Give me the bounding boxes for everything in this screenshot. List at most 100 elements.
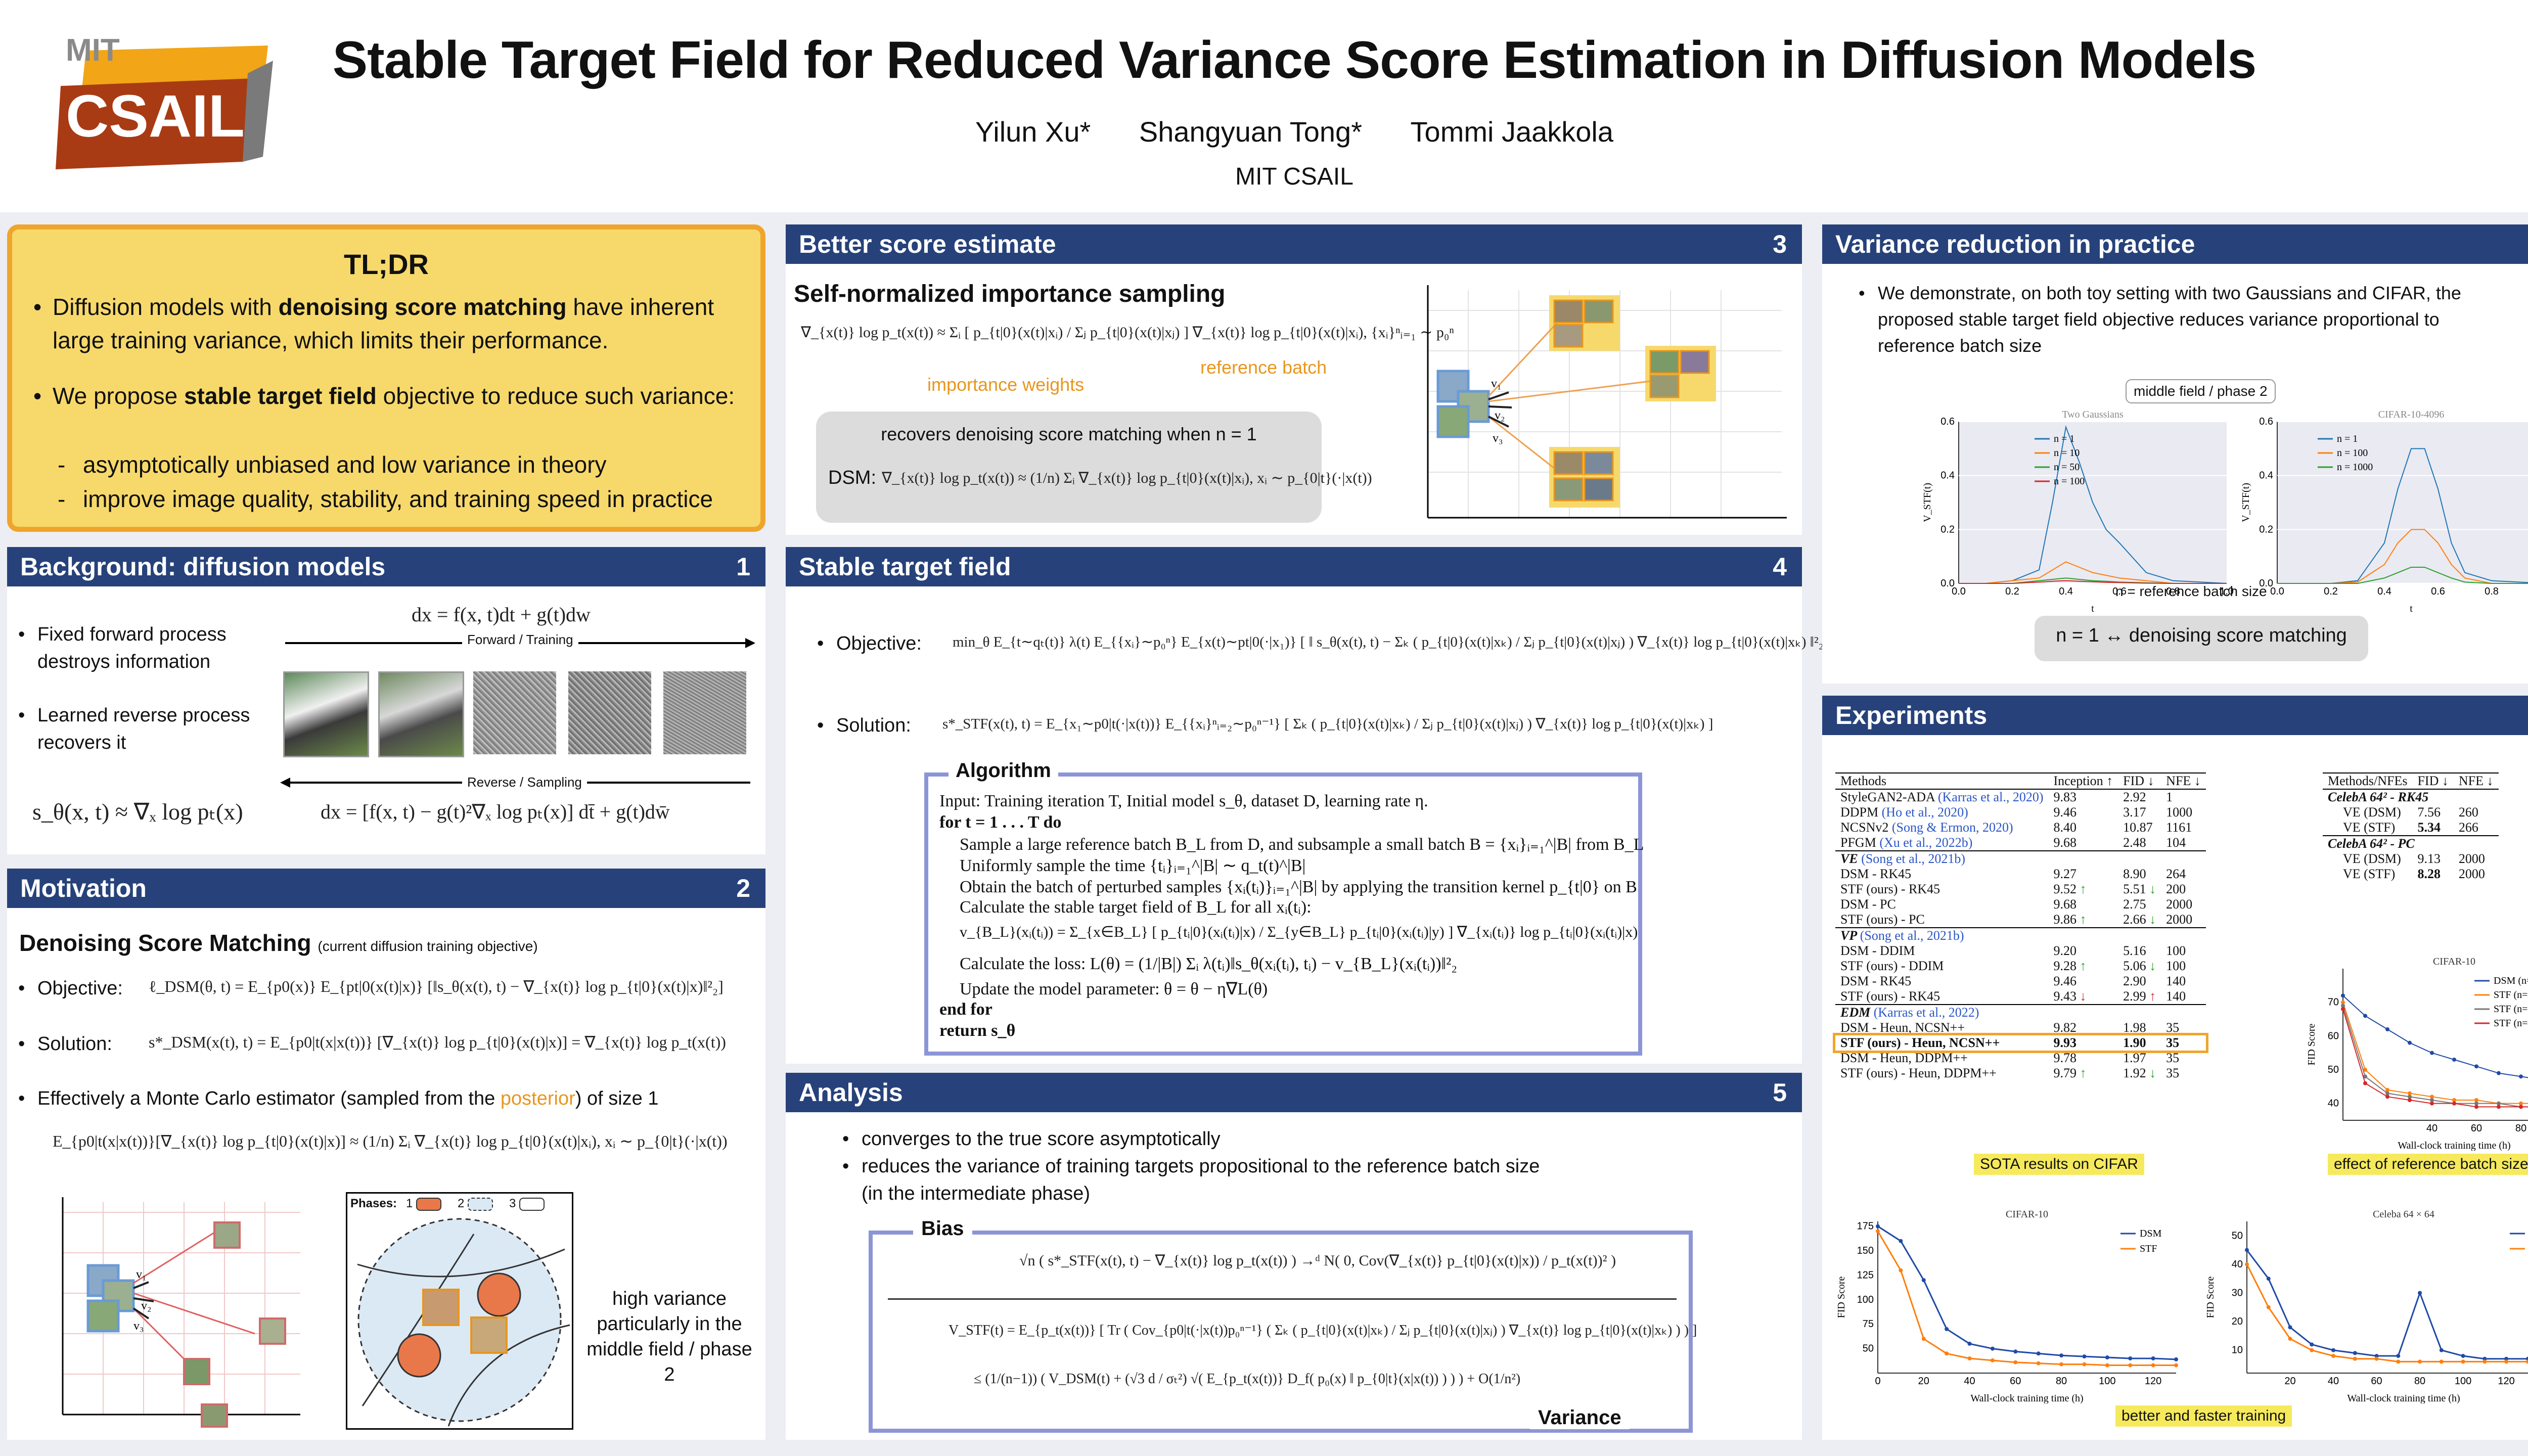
data-point — [2082, 1354, 2087, 1359]
panel-background: Background: diffusion models 1 Fixed forw… — [7, 547, 765, 854]
data-point — [2519, 1101, 2523, 1106]
analysis-bullet-2: reduces the variance of training targets… — [842, 1153, 1540, 1180]
data-point — [2482, 1359, 2487, 1364]
value-cell: 1.92 ↓ — [2123, 1066, 2156, 1080]
data-point — [2385, 1088, 2389, 1092]
tldr-b1-post: have inherent large training variance, w… — [53, 294, 714, 353]
author-3: Tommi Jaakkola — [1410, 116, 1614, 148]
value-cell: 35 — [2166, 1051, 2180, 1065]
y-tick-label: 175 — [1857, 1221, 1874, 1232]
table-row: STF (ours) - RK45 9.52 ↑ 5.51 ↓ 200 — [1835, 882, 2206, 897]
table-row: VE (STF) 8.28 2000 — [2323, 867, 2499, 882]
y-tick-label: 0.6 — [1940, 416, 1955, 427]
bias-eq: √n ( s*_STF(x(t), t) − ∇_{x(t)} log p_t(… — [1019, 1252, 1616, 1269]
panel-header: Variance reduction in practice6 — [1822, 224, 2528, 264]
x-tick-label: 20 — [1918, 1376, 1929, 1387]
tldr-bullet-1: Diffusion models with denoising score ma… — [33, 290, 750, 357]
panel-title: Variance reduction in practice — [1835, 230, 2195, 258]
snis-field-plot: v₁ v₂ v₃ — [1427, 285, 1787, 519]
value-cell: 1.97 — [2123, 1051, 2146, 1065]
value-cell: 1.98 — [2123, 1020, 2146, 1035]
data-point — [1990, 1358, 1995, 1362]
y-axis-label: FID Score — [1837, 1276, 1847, 1318]
y-tick-label: 50 — [1863, 1343, 1874, 1354]
data-point — [2408, 1040, 2412, 1045]
data-point — [2105, 1355, 2109, 1360]
algo-line-return: return s_θ — [939, 1021, 1016, 1040]
algo-line-update: Update the model parameter: θ = θ − η∇L(… — [960, 980, 1268, 998]
series-line — [1877, 1231, 2176, 1367]
data-point — [2439, 1359, 2444, 1364]
method-cell: StyleGAN2-ADA (Karras et al., 2020) — [1840, 790, 2044, 804]
phase-2-num: 2 — [458, 1197, 465, 1210]
tldr-bullet-2: We propose stable target field objective… — [33, 379, 750, 413]
panel-header: Motivation 2 — [7, 869, 765, 908]
vec-label-1: v₁ — [136, 1268, 146, 1281]
data-point — [2474, 1064, 2478, 1069]
table-row: DSM - PC 9.68 2.75 2000 — [1835, 897, 2206, 912]
table-header-row: Methods Inception ↑ FID ↓ NFE ↓ — [1835, 773, 2206, 789]
method-cell: DSM - Heun, DDPM++ — [1840, 1051, 1968, 1065]
y-tick-label: 70 — [2328, 997, 2339, 1008]
mc-estimator-eq: E_{p0|t(x|x(t))}[∇_{x(t)} log p_{t|0}(x(… — [53, 1132, 728, 1150]
data-point — [2341, 1000, 2345, 1005]
ref-batch-note: n = reference batch size — [2115, 583, 2267, 599]
celeba-table: Methods/NFEs FID ↓ NFE ↓ CelebA 64² - RK45 V… — [2323, 772, 2499, 882]
data-point — [2408, 1091, 2412, 1096]
value-cell: 2.66 ↓ — [2123, 912, 2156, 927]
value-cell: 9.68 — [2053, 897, 2076, 912]
data-point — [2408, 1098, 2412, 1102]
y-tick-label: 0.6 — [2259, 416, 2273, 427]
table-row: DSM - Heun, NCSN++ 9.82 1.98 35 — [1835, 1020, 2206, 1035]
value-cell: 2000 — [2166, 912, 2193, 927]
series-line — [1959, 561, 2227, 584]
legend-entry: STF (n=4096) — [2494, 1018, 2528, 1029]
x-tick-label: 80 — [2414, 1376, 2425, 1387]
data-point — [2331, 1348, 2336, 1352]
legend-entry: n = 50 — [2054, 462, 2080, 473]
data-point — [1945, 1327, 1949, 1331]
table-row: StyleGAN2-ADA (Karras et al., 2020) 9.83 2… — [1835, 789, 2206, 805]
x-tick-label: 80 — [2515, 1123, 2526, 1134]
x-tick-label: 60 — [2010, 1376, 2021, 1387]
data-point — [2128, 1356, 2133, 1360]
table-header-cell: FID ↓ — [2123, 774, 2154, 788]
table-row: STF (ours) - DDIM 9.28 ↑ 5.06 ↓ 100 — [1835, 959, 2206, 974]
x-tick-label: 40 — [2328, 1376, 2339, 1387]
svg-text:CSAIL: CSAIL — [66, 83, 245, 150]
bg-bullet-1: Fixed forward process destroys informati… — [18, 621, 260, 675]
panel-variance-reduction: Variance reduction in practice6 We demon… — [1822, 224, 2528, 684]
data-point — [1899, 1268, 1903, 1272]
group-name: VE — [1840, 851, 1862, 866]
panel-number: 3 — [1773, 230, 1787, 258]
data-point — [2396, 1354, 2401, 1358]
value-cell: 3.17 — [2123, 805, 2146, 820]
group-name: VP — [1840, 928, 1860, 943]
cat-image-clean — [283, 671, 369, 757]
y-tick-label: 0.0 — [1940, 578, 1955, 589]
value-cell: 2.92 — [2123, 790, 2146, 804]
group-citation: (Song et al., 2021b) — [1860, 928, 1964, 943]
table-row: PFGM (Xu et al., 2022b) 9.68 2.48 104 — [1835, 835, 2206, 851]
method-cell: STF (ours) - PC — [1840, 912, 1925, 927]
data-point — [1921, 1337, 1926, 1341]
value-cell: 9.79 ↑ — [2053, 1066, 2087, 1080]
data-point — [2418, 1359, 2422, 1364]
data-point — [2474, 1098, 2478, 1102]
method-cell: STF (ours) - RK45 — [1840, 882, 1940, 896]
method-cell: NCSNv2 (Song & Ermon, 2020) — [1840, 820, 2013, 835]
value-cell: VE (DSM) — [2343, 805, 2401, 820]
x-tick-label: 80 — [2056, 1376, 2067, 1387]
panel-number: 5 — [1773, 1078, 1787, 1107]
panel-header: Analysis 5 — [786, 1073, 1802, 1112]
data-point — [2497, 1105, 2501, 1109]
legend-entry: STF (n=128) — [2494, 989, 2528, 1000]
data-point — [1921, 1278, 1926, 1283]
eq-forward-sde: dx = f(x, t)dt + g(t)dw — [412, 603, 591, 626]
chart-title: Two Gaussians — [2062, 409, 2124, 420]
x-tick-label: 120 — [2498, 1376, 2514, 1387]
method-cell: DSM - RK45 — [1840, 867, 1912, 881]
analysis-bullet-2b: (in the intermediate phase) — [862, 1183, 1091, 1204]
y-tick-label: 0.4 — [1940, 470, 1955, 481]
value-cell: 10.87 — [2123, 820, 2153, 835]
